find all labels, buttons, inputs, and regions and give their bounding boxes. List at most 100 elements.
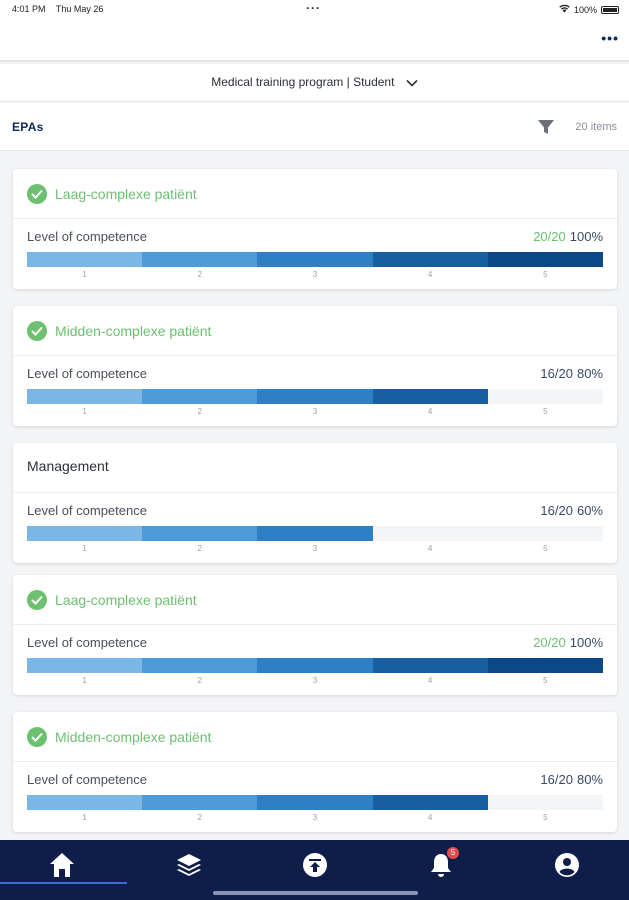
score-percent: 80% xyxy=(576,366,603,381)
level-tick: 3 xyxy=(312,813,318,822)
competence-progress-bar xyxy=(27,389,603,404)
level-ticks: 1 2 3 4 5 xyxy=(27,676,603,685)
level-tick: 5 xyxy=(543,270,548,279)
checkmark-icon xyxy=(27,321,47,341)
checkmark-icon xyxy=(27,590,47,610)
status-bar: 4:01 PM Thu May 26 ··· 100% xyxy=(0,0,629,20)
progress-segment xyxy=(372,526,488,541)
competence-section: Level of competence 16/20 60% 1 2 3 4 5 xyxy=(13,493,617,563)
progress-segment xyxy=(372,252,488,267)
tab-notifications[interactable] xyxy=(426,850,456,880)
layers-icon xyxy=(177,854,201,876)
level-tick: 5 xyxy=(543,676,548,685)
level-tick: 2 xyxy=(197,544,202,553)
multitask-dots-icon[interactable]: ··· xyxy=(306,1,321,15)
more-options-icon[interactable]: ••• xyxy=(601,30,619,46)
level-tick: 3 xyxy=(312,407,318,416)
tab-home[interactable] xyxy=(47,850,77,880)
epa-card[interactable]: Midden-complexe patiënt Level of competen… xyxy=(13,306,617,426)
progress-segment xyxy=(257,389,373,404)
upload-icon xyxy=(303,853,327,877)
score-fraction: 16/20 xyxy=(540,503,573,518)
level-tick: 5 xyxy=(543,544,548,553)
battery-icon xyxy=(601,5,619,14)
epa-name: Laag-complexe patiënt xyxy=(55,592,197,608)
competence-label: Level of competence xyxy=(27,366,147,381)
items-count: 20 items xyxy=(575,121,617,133)
competence-score: 20/20 100% xyxy=(533,229,603,244)
competence-label: Level of competence xyxy=(27,229,147,244)
level-tick: 5 xyxy=(543,407,548,416)
score-percent: 100% xyxy=(569,635,603,650)
progress-segment xyxy=(487,795,603,810)
competence-section: Level of competence 16/20 80% 1 2 3 4 5 xyxy=(13,356,617,426)
epa-card[interactable]: Management Level of competence 16/20 60% 1 2 3… xyxy=(13,443,617,563)
competence-label: Level of competence xyxy=(27,772,147,787)
level-tick: 2 xyxy=(197,676,202,685)
level-tick: 4 xyxy=(427,676,433,685)
progress-segment xyxy=(142,252,258,267)
competence-score: 16/20 80% xyxy=(540,772,603,787)
level-ticks: 1 2 3 4 5 xyxy=(27,544,603,553)
status-date: Thu May 26 xyxy=(55,4,104,14)
competence-score: 16/20 80% xyxy=(540,366,603,381)
score-fraction: 20/20 xyxy=(533,229,566,244)
progress-segment xyxy=(372,389,488,404)
tab-upload[interactable] xyxy=(300,850,330,880)
epa-card-header: Midden-complexe patiënt xyxy=(13,712,617,762)
epas-header: EPAs 20 items xyxy=(0,103,629,151)
progress-segment xyxy=(257,252,373,267)
epa-card[interactable]: Laag-complexe patiënt Level of competence… xyxy=(13,575,617,695)
level-tick: 2 xyxy=(197,813,202,822)
level-tick: 4 xyxy=(427,544,433,553)
level-tick: 3 xyxy=(312,676,318,685)
competence-progress-bar xyxy=(27,795,603,810)
level-tick: 2 xyxy=(197,270,202,279)
score-fraction: 16/20 xyxy=(540,366,573,381)
checkmark-icon xyxy=(27,727,47,747)
level-tick: 3 xyxy=(312,270,318,279)
progress-segment xyxy=(142,389,258,404)
epa-name: Laag-complexe patiënt xyxy=(55,186,197,202)
status-time: 4:01 PM xyxy=(12,4,46,14)
tab-bar: 5 xyxy=(0,840,629,900)
level-ticks: 1 2 3 4 5 xyxy=(27,813,603,822)
epa-card[interactable]: Midden-complexe patiënt Level of competen… xyxy=(13,712,617,832)
progress-segment xyxy=(142,526,258,541)
top-bar: ••• xyxy=(0,20,629,62)
score-percent: 100% xyxy=(569,229,603,244)
progress-segment xyxy=(142,795,258,810)
progress-segment xyxy=(27,795,143,810)
competence-progress-bar xyxy=(27,252,603,267)
program-label: Medical training program | Student xyxy=(211,75,395,89)
epa-name: Management xyxy=(27,458,109,474)
competence-progress-bar xyxy=(27,526,603,541)
level-tick: 4 xyxy=(427,813,433,822)
epa-name: Midden-complexe patiënt xyxy=(55,323,212,339)
chevron-down-icon xyxy=(406,65,418,101)
tab-layers[interactable] xyxy=(174,850,204,880)
progress-segment xyxy=(27,389,143,404)
epa-name: Midden-complexe patiënt xyxy=(55,729,212,745)
profile-icon xyxy=(555,853,579,877)
competence-score: 16/20 60% xyxy=(540,503,603,518)
epa-card-header: Management xyxy=(13,443,617,493)
score-percent: 80% xyxy=(576,772,603,787)
epas-title: EPAs xyxy=(12,120,44,134)
level-tick: 1 xyxy=(82,407,87,416)
filter-icon[interactable] xyxy=(537,118,555,136)
level-tick: 1 xyxy=(82,544,87,553)
tab-profile[interactable] xyxy=(552,850,582,880)
competence-progress-bar xyxy=(27,658,603,673)
score-percent: 60% xyxy=(576,503,603,518)
progress-segment xyxy=(27,658,143,673)
progress-segment xyxy=(257,795,373,810)
level-ticks: 1 2 3 4 5 xyxy=(27,407,603,416)
epa-card-header: Midden-complexe patiënt xyxy=(13,306,617,356)
epa-list[interactable]: Laag-complexe patiënt Level of competence… xyxy=(0,151,629,840)
progress-segment xyxy=(372,795,488,810)
epa-card[interactable]: Laag-complexe patiënt Level of competence… xyxy=(13,169,617,289)
program-selector[interactable]: Medical training program | Student xyxy=(0,64,629,102)
notification-badge: 5 xyxy=(447,847,459,859)
level-ticks: 1 2 3 4 5 xyxy=(27,270,603,279)
